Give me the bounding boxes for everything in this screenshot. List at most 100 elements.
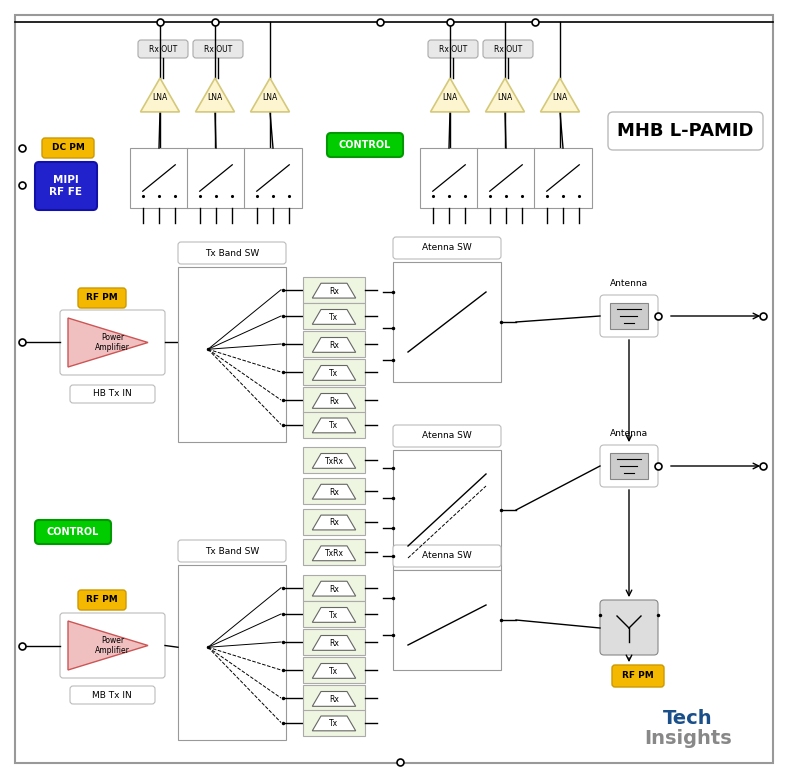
Text: LNA: LNA [552,93,567,102]
Text: Rx: Rx [329,397,339,406]
Bar [303,629,365,655]
Text: RF PM: RF PM [86,293,118,303]
Text: Antenna: Antenna [610,279,648,287]
FancyBboxPatch shape [428,40,478,58]
Text: LNA: LNA [497,93,513,102]
FancyBboxPatch shape [600,295,658,337]
Text: Tx: Tx [330,313,338,322]
Bar [303,709,365,736]
Text: Tx: Tx [330,369,338,378]
Polygon shape [312,716,356,731]
Polygon shape [312,691,356,706]
Bar [244,148,302,208]
Bar [477,148,535,208]
FancyBboxPatch shape [138,40,188,58]
Text: Rx OUT: Rx OUT [149,44,177,54]
FancyBboxPatch shape [600,445,658,487]
Text: Tx: Tx [330,421,338,431]
Bar [178,565,286,740]
Polygon shape [68,318,148,367]
Text: DC PM: DC PM [51,144,84,153]
Polygon shape [485,78,525,112]
FancyBboxPatch shape [393,545,501,567]
Text: MB Tx IN: MB Tx IN [92,691,132,699]
Bar [534,148,592,208]
Text: Rx OUT: Rx OUT [494,44,522,54]
Text: Rx OUT: Rx OUT [439,44,467,54]
Text: Rx: Rx [329,518,339,528]
Text: Tech: Tech [664,708,712,728]
Text: TxRx: TxRx [324,457,343,466]
Polygon shape [68,621,148,670]
Bar [393,450,501,570]
Text: CONTROL: CONTROL [338,140,391,150]
Bar [303,303,365,329]
Text: Atenna SW: Atenna SW [422,244,472,252]
Text: LNA: LNA [208,93,222,102]
Polygon shape [312,310,356,324]
Polygon shape [312,393,356,408]
FancyBboxPatch shape [393,425,501,447]
Polygon shape [312,338,356,352]
Text: TxRx: TxRx [324,549,343,558]
Polygon shape [312,283,356,298]
Text: LNA: LNA [263,93,278,102]
Text: HB Tx IN: HB Tx IN [92,390,132,399]
Bar [303,277,365,303]
FancyBboxPatch shape [193,40,243,58]
Polygon shape [312,546,356,561]
Polygon shape [312,418,356,433]
Bar [303,411,365,438]
Bar [303,331,365,357]
Polygon shape [196,78,234,112]
Text: RF PM: RF PM [622,671,654,681]
Polygon shape [312,484,356,499]
Polygon shape [312,515,356,530]
Text: CONTROL: CONTROL [47,527,99,537]
Polygon shape [312,636,356,650]
Text: Power
Amplifier: Power Amplifier [95,636,130,655]
FancyBboxPatch shape [612,665,664,687]
FancyBboxPatch shape [78,590,126,610]
Text: Rx: Rx [329,341,339,350]
Bar [393,570,501,670]
Bar [187,148,245,208]
Polygon shape [312,581,356,596]
Text: Atenna SW: Atenna SW [422,431,472,441]
FancyBboxPatch shape [393,237,501,259]
Bar [178,267,286,442]
Polygon shape [140,78,180,112]
FancyBboxPatch shape [178,540,286,562]
FancyBboxPatch shape [70,385,155,403]
Polygon shape [540,78,579,112]
Bar [303,478,365,504]
FancyBboxPatch shape [178,242,286,264]
Text: Rx: Rx [329,639,339,648]
Bar [303,685,365,711]
Text: Rx: Rx [329,286,339,296]
Text: Insights: Insights [644,729,732,747]
FancyBboxPatch shape [35,520,111,544]
FancyBboxPatch shape [600,600,658,655]
Text: MIPI
RF FE: MIPI RF FE [50,175,83,197]
Bar [303,387,365,413]
Text: Rx: Rx [329,695,339,704]
Text: Antenna: Antenna [610,428,648,438]
Polygon shape [312,608,356,622]
FancyBboxPatch shape [35,162,97,210]
Polygon shape [250,78,290,112]
FancyBboxPatch shape [60,310,165,375]
Polygon shape [312,663,356,678]
Bar [420,148,478,208]
FancyBboxPatch shape [608,112,763,150]
Text: LNA: LNA [443,93,458,102]
Bar [130,148,188,208]
FancyBboxPatch shape [78,288,126,308]
Polygon shape [312,365,356,380]
Polygon shape [431,78,469,112]
Text: Tx: Tx [330,667,338,676]
Text: Rx: Rx [329,487,339,497]
Text: Tx Band SW: Tx Band SW [205,248,259,258]
Bar [303,657,365,683]
Text: MHB L-PAMID: MHB L-PAMID [617,122,753,140]
